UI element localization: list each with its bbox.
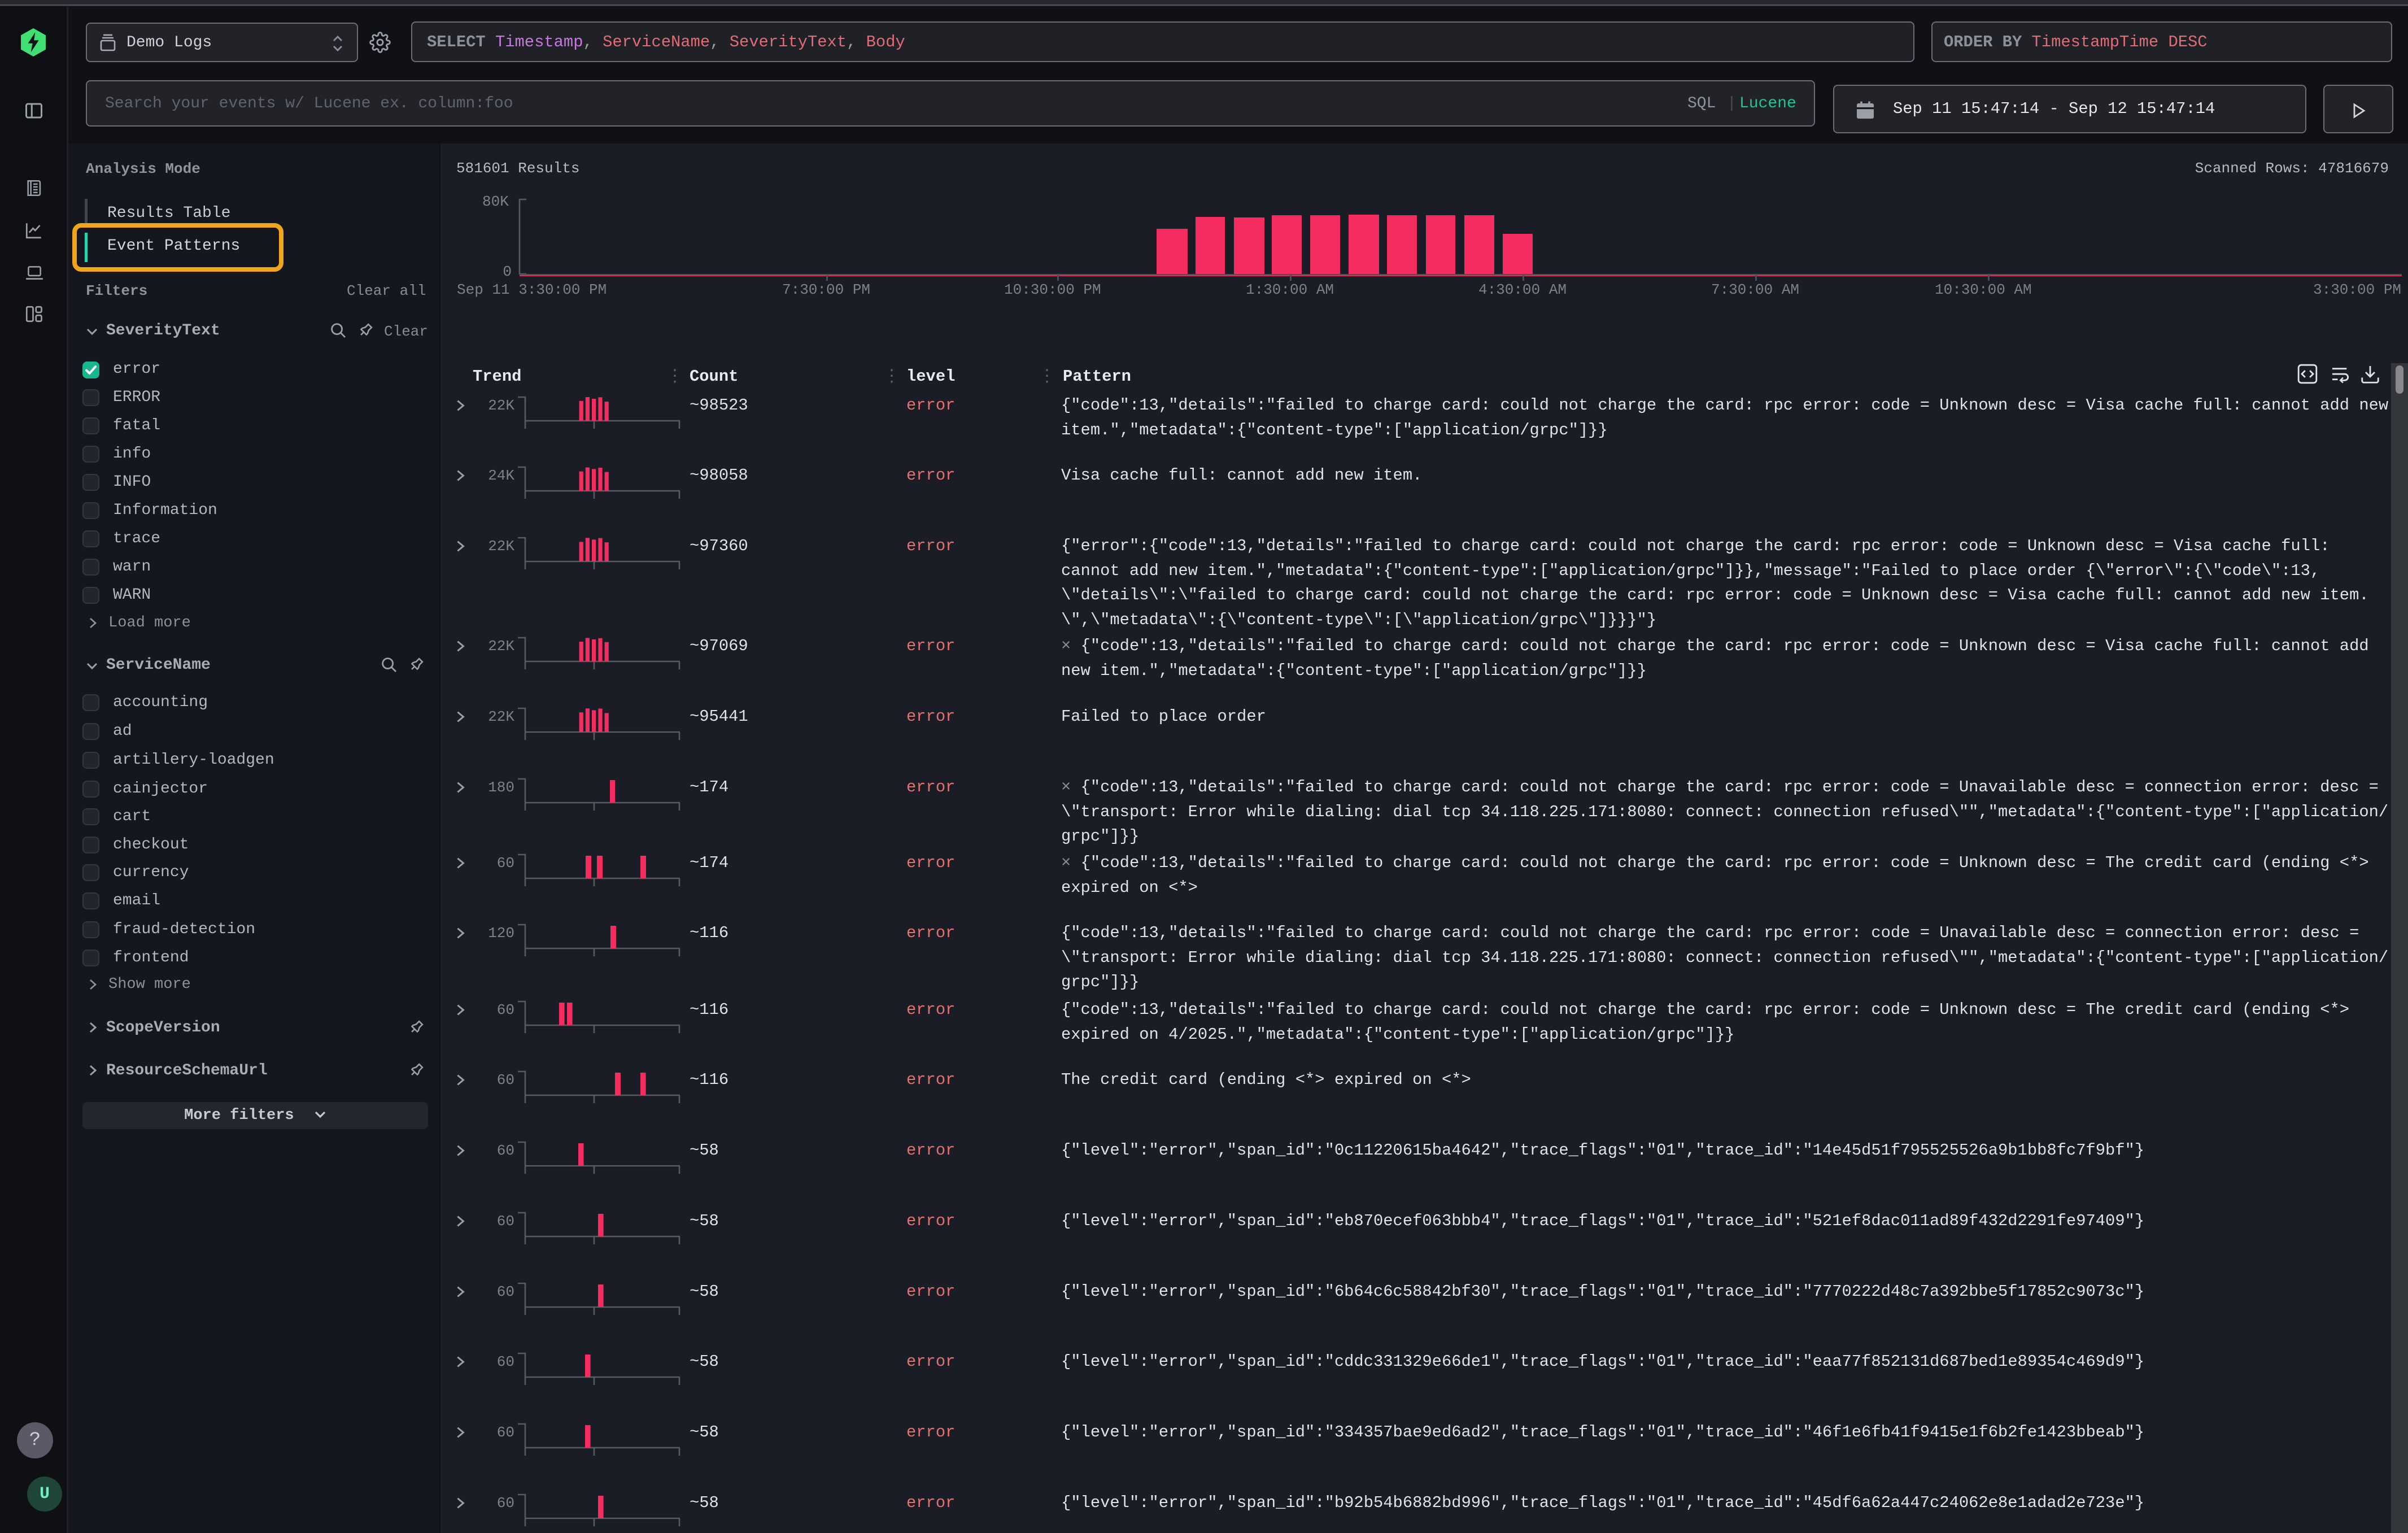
svg-text:60: 60: [497, 1424, 514, 1441]
svg-text:60: 60: [497, 1072, 514, 1088]
svg-text:180: 180: [488, 779, 514, 796]
svg-text:60: 60: [497, 1283, 514, 1300]
svg-text:60: 60: [497, 1495, 514, 1512]
svg-text:60: 60: [497, 1142, 514, 1159]
svg-text:60: 60: [497, 1353, 514, 1370]
svg-text:22K: 22K: [488, 638, 514, 655]
svg-text:24K: 24K: [488, 467, 514, 484]
svg-text:22K: 22K: [488, 538, 514, 555]
svg-text:22K: 22K: [488, 708, 514, 725]
svg-text:60: 60: [497, 1213, 514, 1230]
svg-text:22K: 22K: [488, 397, 514, 414]
svg-text:60: 60: [497, 1001, 514, 1018]
svg-text:60: 60: [497, 855, 514, 872]
svg-text:120: 120: [488, 925, 514, 942]
